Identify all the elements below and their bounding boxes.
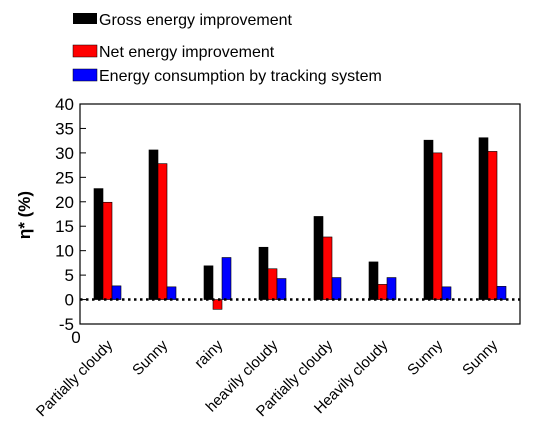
bar-consumption xyxy=(111,285,122,300)
bar-net xyxy=(267,268,278,300)
legend-item-gross: Gross energy improvement xyxy=(73,12,293,29)
x-origin-label: 0 xyxy=(71,328,80,347)
y-tick-label: 10 xyxy=(55,242,74,261)
bar-consumption xyxy=(386,277,397,300)
bar-net xyxy=(487,151,498,300)
bar-net xyxy=(157,163,168,300)
y-tick-label: 15 xyxy=(55,217,74,236)
bar-net xyxy=(212,299,223,310)
x-category-label: Partially cloudy xyxy=(33,336,117,420)
bar-gross xyxy=(478,137,489,300)
legend-label-consumption: Energy consumption by tracking system xyxy=(99,68,382,85)
legend-item-consumption: Energy consumption by tracking system xyxy=(72,68,382,85)
bar-gross xyxy=(368,261,379,300)
y-tick-label: 35 xyxy=(55,119,74,138)
bar-gross xyxy=(203,265,214,300)
bar-gross xyxy=(258,246,269,300)
bar-net xyxy=(322,236,333,300)
legend-swatch-gross xyxy=(73,13,97,24)
bar-consumption xyxy=(496,286,507,300)
y-tick-label: 20 xyxy=(55,193,74,212)
legend-swatch-net xyxy=(72,44,98,58)
y-tick-label: 30 xyxy=(55,144,74,163)
bar-consumption xyxy=(166,286,177,300)
bar-gross xyxy=(423,139,434,300)
bar-gross xyxy=(93,188,104,300)
y-tick-label: 40 xyxy=(55,95,74,114)
bar-gross xyxy=(148,149,159,300)
y-tick-label: 0 xyxy=(65,291,74,310)
bar-net xyxy=(102,201,113,300)
bar-net xyxy=(377,284,388,300)
x-category-label: Sunny xyxy=(129,336,171,378)
legend-swatch-consumption xyxy=(72,68,98,82)
bar-consumption xyxy=(221,257,232,300)
y-tick-label: 5 xyxy=(65,266,74,285)
y-tick-label: -5 xyxy=(59,315,74,334)
x-category-label: Sunny xyxy=(459,336,501,378)
legend-item-net: Net energy improvement xyxy=(72,44,275,61)
bar-consumption xyxy=(331,277,342,300)
y-axis-label: η* (%) xyxy=(15,191,34,239)
x-category-label: rainy xyxy=(191,336,226,371)
plot-frame xyxy=(79,103,521,325)
bar-consumption xyxy=(276,278,287,300)
x-category-label: Sunny xyxy=(404,336,446,378)
bar-consumption xyxy=(441,286,452,300)
legend-label-gross: Gross energy improvement xyxy=(99,12,293,29)
legend-label-net: Net energy improvement xyxy=(99,44,275,61)
y-tick-label: 25 xyxy=(55,168,74,187)
bar-net xyxy=(432,152,443,300)
legend: Gross energy improvement Net energy impr… xyxy=(72,12,382,85)
bar-gross xyxy=(313,216,324,300)
